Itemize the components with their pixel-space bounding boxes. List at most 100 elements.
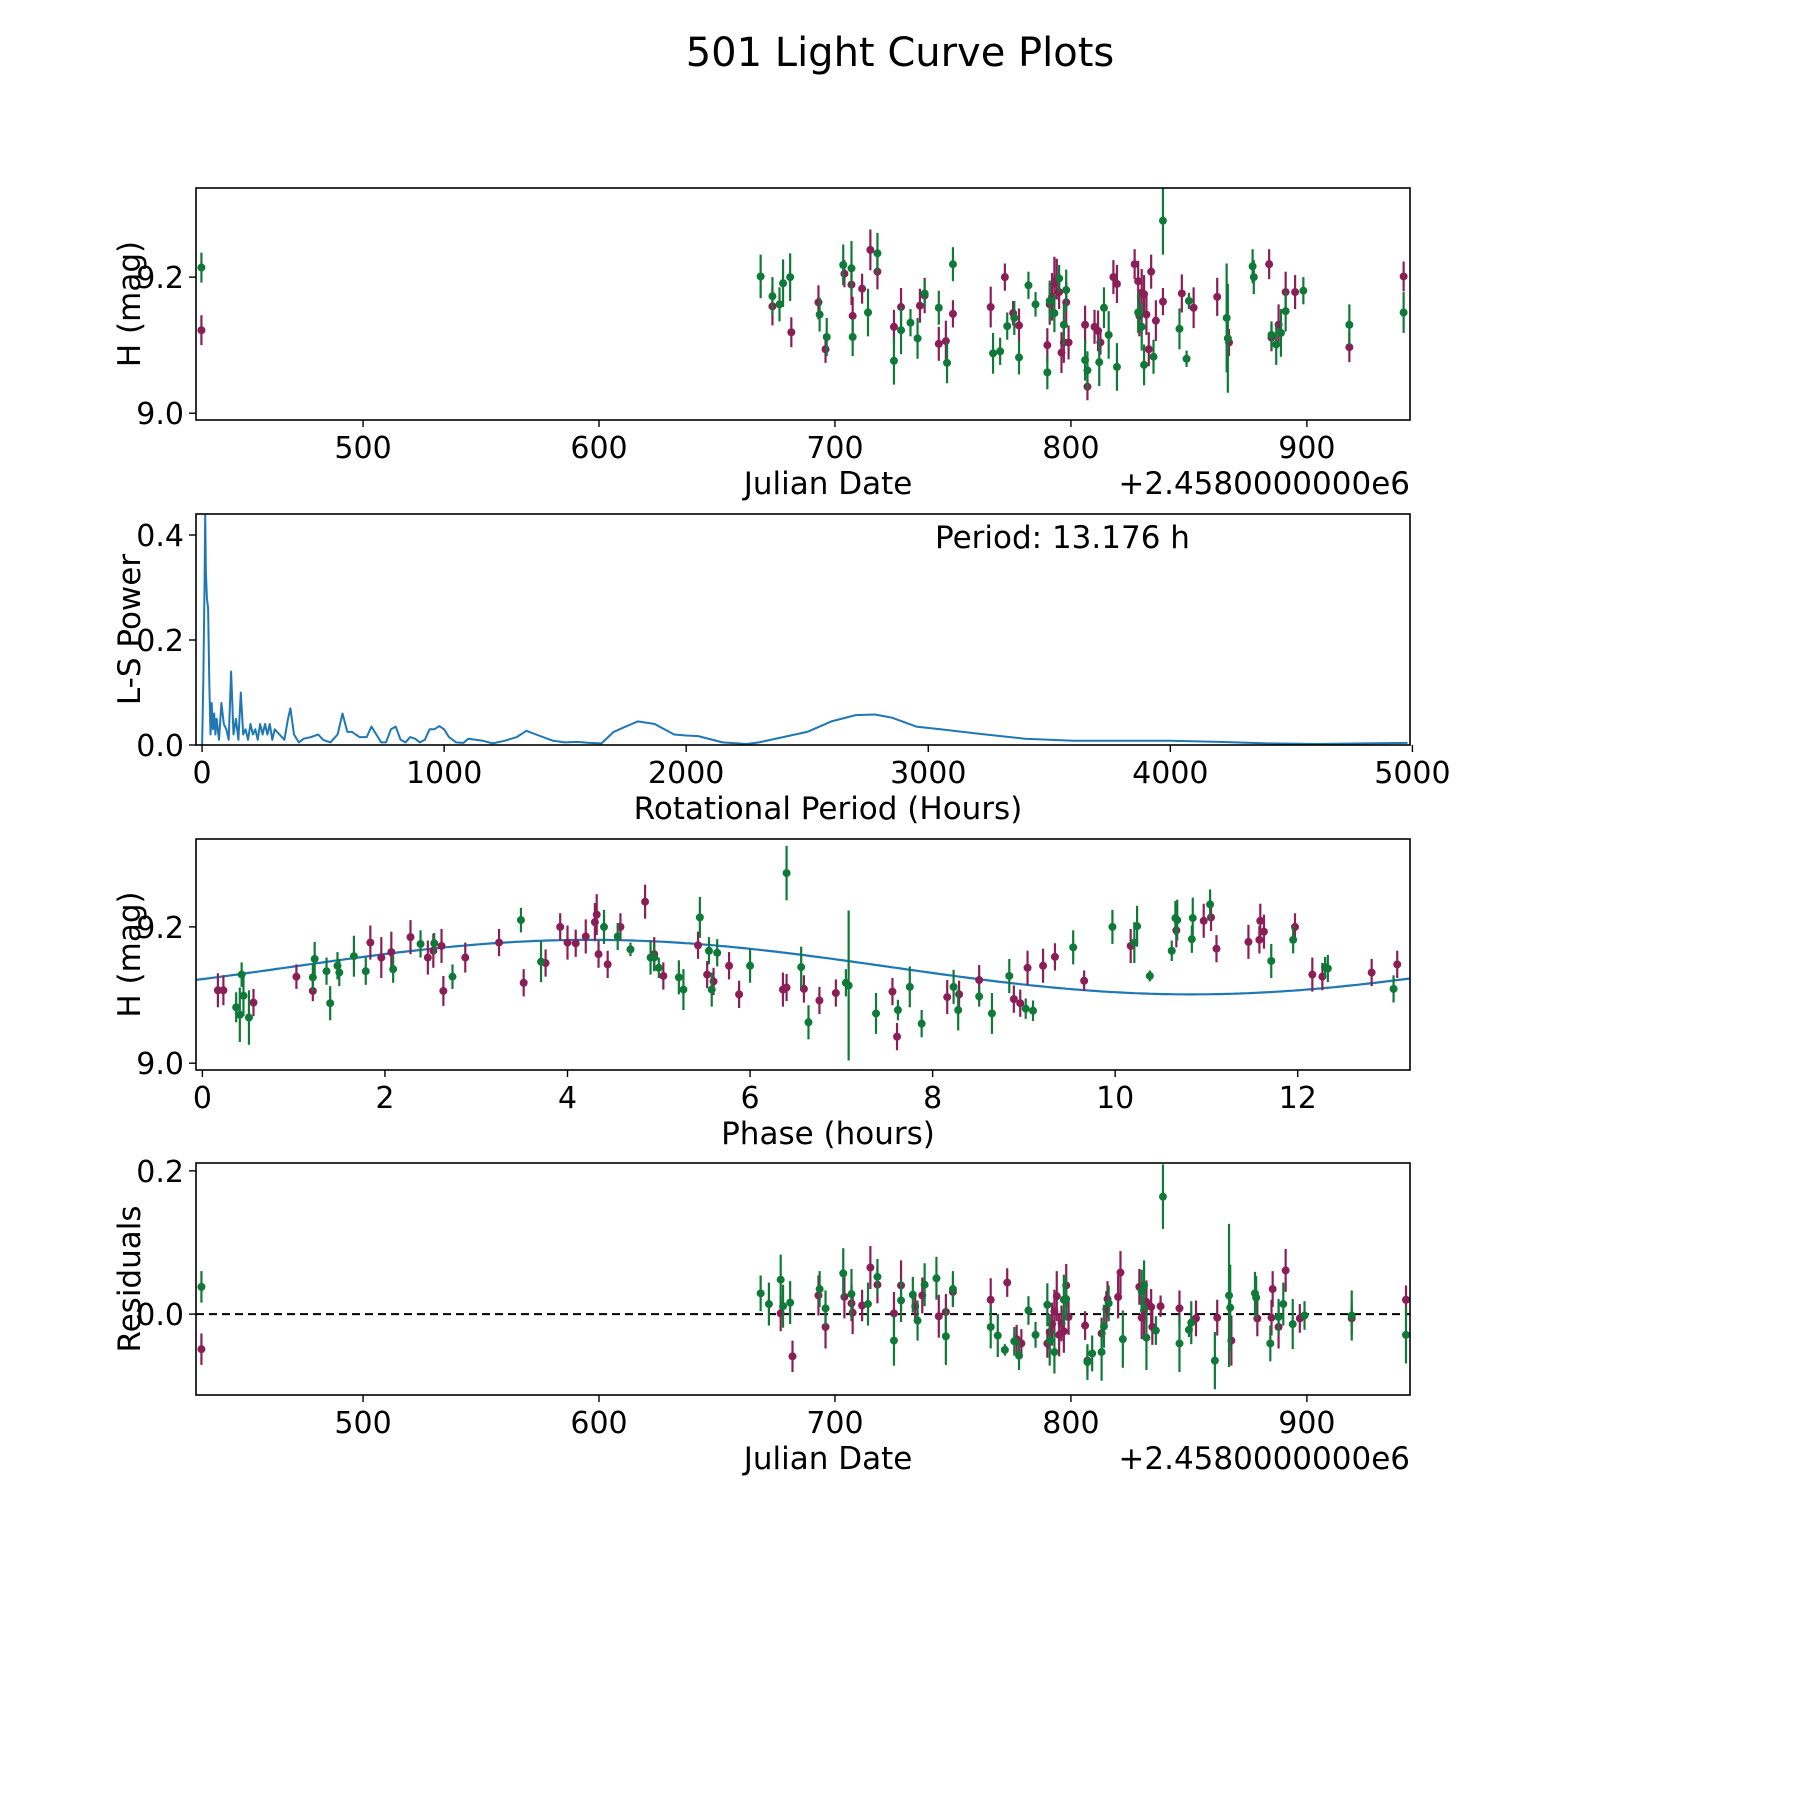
marker bbox=[954, 1006, 963, 1015]
marker bbox=[495, 938, 504, 947]
marker bbox=[1088, 1349, 1097, 1358]
marker bbox=[866, 1263, 875, 1272]
data-point bbox=[1015, 308, 1024, 343]
data-point bbox=[788, 1340, 797, 1373]
marker bbox=[1266, 1339, 1275, 1348]
marker bbox=[975, 976, 984, 985]
marker bbox=[779, 1302, 788, 1311]
data-point bbox=[1145, 970, 1154, 982]
marker bbox=[1276, 328, 1285, 337]
marker bbox=[556, 922, 565, 931]
marker bbox=[1096, 338, 1105, 347]
data-point bbox=[197, 1271, 206, 1303]
marker bbox=[713, 948, 722, 957]
data-point bbox=[1182, 350, 1191, 367]
data-point bbox=[786, 253, 795, 301]
data-point bbox=[986, 286, 995, 328]
marker bbox=[1173, 916, 1182, 925]
marker bbox=[1210, 1356, 1219, 1365]
marker bbox=[848, 1308, 857, 1317]
marker bbox=[821, 1304, 830, 1313]
marker bbox=[821, 345, 830, 354]
marker bbox=[1010, 313, 1019, 322]
marker bbox=[889, 1309, 898, 1318]
data-point bbox=[1223, 283, 1232, 393]
data-point bbox=[847, 1268, 856, 1320]
data-point bbox=[1088, 1335, 1097, 1372]
data-point bbox=[975, 986, 984, 1007]
marker bbox=[1083, 366, 1092, 375]
data-point bbox=[1399, 261, 1408, 292]
sinusoid-fit-line bbox=[196, 938, 1410, 996]
marker bbox=[975, 992, 984, 1001]
data-point bbox=[1095, 338, 1104, 386]
data-point bbox=[915, 288, 924, 323]
data-point bbox=[782, 973, 791, 1002]
marker bbox=[1175, 1339, 1184, 1348]
marker bbox=[905, 982, 914, 991]
marker bbox=[704, 946, 713, 955]
marker bbox=[1043, 368, 1052, 377]
data-point bbox=[1137, 302, 1146, 351]
data-point bbox=[831, 979, 840, 1007]
marker bbox=[389, 965, 398, 974]
data-point bbox=[934, 326, 943, 361]
data-point bbox=[600, 909, 609, 944]
data-point bbox=[1206, 889, 1215, 920]
marker bbox=[1259, 927, 1268, 936]
data-point bbox=[516, 907, 525, 933]
marker bbox=[1272, 340, 1281, 349]
marker bbox=[1256, 916, 1265, 925]
data-point bbox=[1281, 1248, 1290, 1292]
data-point bbox=[1399, 292, 1408, 333]
marker bbox=[641, 897, 650, 906]
x-tick-label: 0 bbox=[193, 1081, 212, 1116]
data-point bbox=[1003, 1268, 1012, 1297]
data-point bbox=[1021, 998, 1030, 1019]
marker bbox=[1175, 1304, 1184, 1313]
marker bbox=[1145, 971, 1154, 980]
marker bbox=[844, 981, 853, 990]
data-point bbox=[694, 931, 703, 959]
marker bbox=[694, 941, 703, 950]
data-point bbox=[430, 933, 439, 954]
marker bbox=[1097, 1348, 1106, 1357]
data-point bbox=[943, 980, 952, 1015]
marker bbox=[1308, 970, 1317, 979]
marker bbox=[1255, 935, 1264, 944]
marker bbox=[764, 1300, 773, 1309]
marker bbox=[1015, 1351, 1024, 1360]
marker bbox=[822, 332, 831, 341]
marker bbox=[1062, 286, 1071, 295]
marker bbox=[1393, 960, 1402, 969]
marker bbox=[735, 990, 744, 999]
marker bbox=[821, 1322, 830, 1331]
marker bbox=[725, 961, 734, 970]
y-axis-label: H (mag) bbox=[112, 241, 148, 367]
marker bbox=[1112, 362, 1121, 371]
data-point bbox=[948, 1271, 957, 1307]
y-tick-label: 0.0 bbox=[136, 729, 184, 764]
x-tick-label: 2 bbox=[375, 1081, 394, 1116]
marker bbox=[1050, 952, 1059, 961]
marker bbox=[756, 272, 765, 281]
marker bbox=[787, 328, 796, 337]
data-point bbox=[848, 317, 857, 357]
data-point bbox=[1213, 277, 1222, 316]
y-tick-label: 9.0 bbox=[136, 397, 184, 432]
marker bbox=[654, 963, 663, 972]
marker bbox=[310, 954, 319, 963]
axes-frame bbox=[195, 1162, 1411, 1396]
marker bbox=[943, 993, 952, 1002]
marker bbox=[986, 1322, 995, 1331]
data-point bbox=[613, 922, 622, 951]
data-point bbox=[594, 940, 603, 968]
marker bbox=[888, 987, 897, 996]
marker bbox=[1099, 303, 1108, 312]
marker bbox=[804, 1018, 813, 1027]
data-point bbox=[996, 337, 1005, 365]
marker bbox=[235, 1010, 244, 1019]
data-point bbox=[1144, 332, 1153, 367]
marker bbox=[866, 245, 875, 254]
